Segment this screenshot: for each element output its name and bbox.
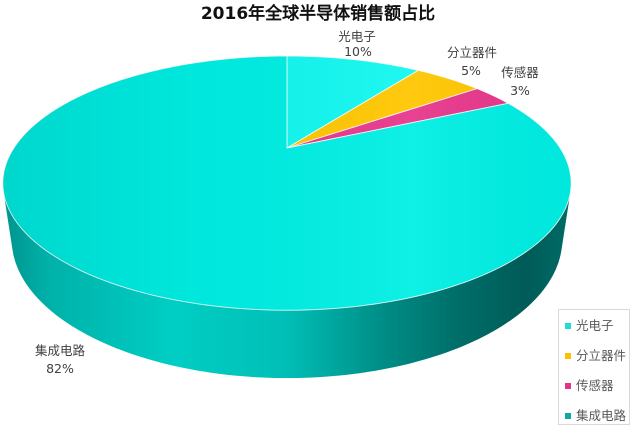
pie-side-walls [3, 191, 571, 379]
data-label-optoelectronics-percent: 10% [344, 44, 372, 59]
data-label-integrated-circuits-category: 集成电路 [35, 343, 86, 358]
data-labels: 光电子 10% 分立器件 5% 传感器 3% 集成电路 82% [35, 29, 539, 376]
data-label-discrete-devices-percent: 5% [461, 63, 481, 78]
legend-item-discrete-devices: 分立器件 [565, 348, 626, 364]
legend-item-sensors: 传感器 [565, 378, 614, 394]
data-label-sensors-percent: 3% [510, 83, 530, 98]
legend-item-optoelectronics: 光电子 [565, 318, 614, 334]
legend-label-discrete-devices: 分立器件 [576, 348, 627, 363]
pie-side-integrated-circuits [3, 191, 571, 379]
legend-label-sensors: 传感器 [576, 378, 614, 393]
legend: 光电子 分立器件 传感器 集成电路 [558, 309, 630, 425]
legend-marker-sensors [565, 382, 571, 389]
data-label-discrete-devices-category: 分立器件 [447, 45, 497, 60]
legend-marker-discrete-devices [565, 352, 571, 359]
data-label-sensors-category: 传感器 [501, 65, 539, 80]
legend-marker-integrated-circuits [565, 412, 571, 419]
legend-item-integrated-circuits: 集成电路 [565, 408, 626, 424]
legend-marker-optoelectronics [565, 322, 571, 329]
legend-label-integrated-circuits: 集成电路 [576, 408, 627, 423]
data-label-optoelectronics-category: 光电子 [338, 29, 376, 44]
data-label-integrated-circuits-percent: 82% [46, 361, 74, 376]
pie-top-faces [2, 55, 572, 311]
legend-label-optoelectronics: 光电子 [576, 318, 614, 333]
chart-title: 2016年全球半导体销售额占比 [200, 4, 436, 24]
